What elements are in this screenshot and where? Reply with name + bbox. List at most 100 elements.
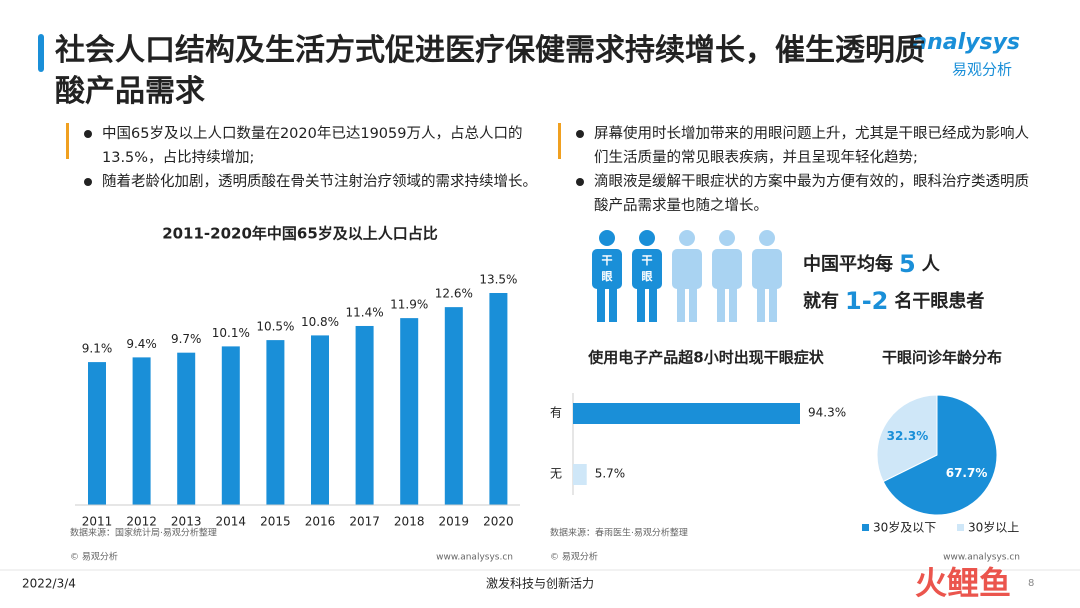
info-number: 1-2 — [845, 287, 888, 315]
data-label: 94.3% — [808, 406, 846, 420]
data-label: 10.1% — [212, 326, 250, 340]
person-body — [752, 249, 782, 289]
x-tick-label: 2020 — [483, 515, 514, 529]
data-label: 5.7% — [595, 467, 626, 481]
x-tick-label: 2014 — [216, 515, 247, 529]
person-leg — [717, 286, 725, 322]
icon-label: 干 — [642, 254, 653, 267]
bullet: 滴眼液是缓解干眼症状的方案中最为方便有效的，眼科治疗类透明质酸产品需求量也随之增… — [572, 170, 1034, 218]
slogan: 激发科技与创新活力 — [486, 576, 594, 591]
y-tick-label: 无 — [550, 467, 562, 481]
left-bullets: 中国65岁及以上人口数量在2020年已达19059万人，占总人口的13.5%，占… — [80, 122, 542, 194]
bar — [355, 325, 374, 505]
chart-title: 2011-2020年中国65岁及以上人口占比 — [162, 225, 438, 243]
bullet-accent — [558, 123, 561, 159]
copyright: © 易观分析 — [550, 551, 598, 563]
person-leg — [597, 286, 605, 322]
icon-label: 眼 — [602, 270, 613, 283]
person-leg — [609, 286, 617, 322]
site: www.analysys.cn — [943, 553, 1020, 563]
info-part: 人 — [922, 254, 941, 275]
data-label: 67.7% — [946, 466, 988, 480]
bar — [88, 362, 106, 505]
logo: analysys — [912, 30, 1020, 55]
bar — [311, 335, 329, 505]
x-tick-label: 2013 — [171, 515, 202, 529]
data-label: 11.4% — [346, 305, 384, 319]
person-body — [672, 249, 702, 289]
info-text: 就有 1-2 名干眼患者 — [803, 287, 984, 315]
data-label: 10.5% — [256, 320, 294, 334]
icon-label: 干 — [602, 254, 613, 267]
infographic-text: 中国平均每 5 人 就有 1-2 名干眼患者 — [803, 250, 984, 315]
data-label: 9.1% — [82, 342, 113, 356]
data-label: 13.5% — [479, 273, 517, 287]
data-label: 10.8% — [301, 315, 339, 329]
person-leg — [757, 286, 765, 322]
info-number: 5 — [899, 250, 916, 278]
info-part: 中国平均每 — [803, 253, 893, 275]
bullet-accent — [66, 123, 69, 159]
x-tick-label: 2016 — [305, 515, 336, 529]
legend-label: 30岁及以下 — [873, 520, 936, 535]
data-label: 12.6% — [435, 287, 473, 301]
chart-title: 干眼问诊年龄分布 — [882, 349, 1002, 367]
x-tick-label: 2019 — [439, 515, 470, 529]
person-leg — [637, 286, 645, 322]
person-body — [712, 249, 742, 289]
bar — [489, 293, 508, 505]
legend-label: 30岁以上 — [968, 520, 1019, 535]
person-body — [632, 249, 662, 289]
bullet: 中国65岁及以上人口数量在2020年已达19059万人，占总人口的13.5%，占… — [80, 122, 542, 170]
person-head — [759, 230, 775, 246]
x-tick-label: 2012 — [126, 515, 157, 529]
logo-cn: 易观分析 — [952, 61, 1012, 79]
x-tick-label: 2018 — [394, 515, 425, 529]
source: 数据来源：国家统计局·易观分析整理 — [70, 527, 217, 539]
slide-title: 社会人口结构及生活方式促进医疗保健需求持续增长，催生透明质酸产品需求 — [55, 33, 925, 109]
site: www.analysys.cn — [436, 553, 513, 563]
date: 2022/3/4 — [22, 577, 76, 591]
pie-slice — [876, 394, 938, 483]
bar — [573, 464, 587, 485]
bullet: 屏幕使用时长增加带来的用眼问题上升，尤其是干眼已经成为影响人们生活质量的常见眼表… — [572, 122, 1034, 170]
person-leg — [677, 286, 685, 322]
bullet: 随着老龄化加剧，透明质酸在骨关节注射治疗领域的需求持续增长。 — [80, 170, 542, 194]
person-leg — [769, 286, 777, 322]
info-part: 名干眼患者 — [894, 290, 984, 312]
x-tick-label: 2011 — [82, 515, 113, 529]
chart-title: 使用电子产品超8小时出现干眼症状 — [587, 349, 824, 367]
person-leg — [729, 286, 737, 322]
person-leg — [649, 286, 657, 322]
info-part: 就有 — [803, 290, 839, 312]
pie-slice — [882, 394, 998, 516]
x-tick-label: 2017 — [349, 515, 380, 529]
bar — [177, 352, 196, 505]
person-head — [719, 230, 735, 246]
y-tick-label: 有 — [550, 406, 562, 420]
bar — [266, 340, 285, 505]
page-number: 8 — [1028, 578, 1034, 589]
bar — [444, 307, 463, 505]
bar — [221, 346, 240, 505]
bar — [132, 357, 151, 505]
watermark: 火鲤鱼 — [915, 564, 1011, 602]
x-tick-label: 2015 — [260, 515, 291, 529]
title-accent — [38, 34, 44, 72]
data-label: 9.7% — [171, 332, 202, 346]
copyright: © 易观分析 — [70, 551, 118, 563]
bar — [400, 318, 419, 505]
person-head — [639, 230, 655, 246]
legend-swatch — [957, 524, 964, 531]
source: 数据来源：春雨医生·易观分析整理 — [550, 527, 688, 539]
info-text: 中国平均每 5 人 — [803, 250, 941, 278]
data-label: 32.3% — [887, 429, 929, 443]
icon-label: 眼 — [642, 270, 653, 283]
person-head — [679, 230, 695, 246]
right-bullets: 屏幕使用时长增加带来的用眼问题上升，尤其是干眼已经成为影响人们生活质量的常见眼表… — [572, 122, 1034, 218]
data-label: 11.9% — [390, 298, 428, 312]
legend-swatch — [862, 524, 869, 531]
data-label: 9.4% — [126, 337, 157, 351]
person-body — [592, 249, 622, 289]
